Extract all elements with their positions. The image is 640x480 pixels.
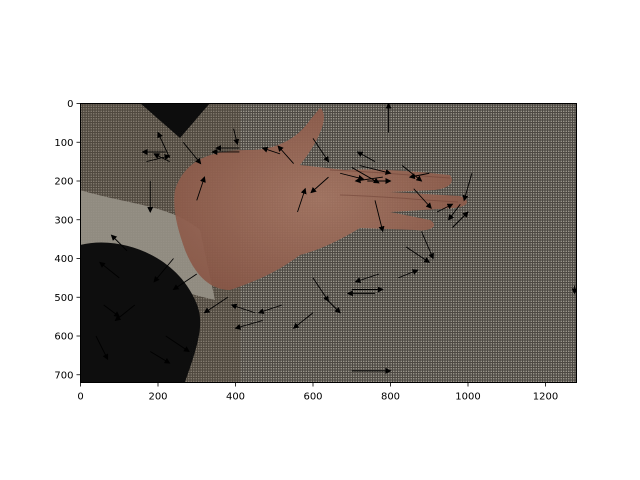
quiver-arrow	[95, 335, 109, 361]
quiver-arrow	[356, 151, 376, 163]
quiver-arrow	[203, 296, 228, 314]
x-tick-label: 600	[303, 392, 322, 403]
quiver-arrow	[257, 304, 283, 315]
quiver-arrow	[196, 176, 206, 201]
quiver-arrow	[413, 188, 432, 209]
quiver-arrow	[150, 351, 171, 364]
quiver-arrow	[292, 312, 314, 329]
x-axis: 0 200 400 600 800 1000 1200	[77, 382, 558, 403]
quiver-arrow	[354, 176, 383, 184]
quiver-arrow	[374, 200, 385, 233]
axes-frame	[80, 103, 577, 383]
quiver-arrow	[312, 138, 330, 163]
x-tick-label: 800	[381, 392, 400, 403]
y-tick-label: 200	[54, 177, 73, 188]
quiver-arrow	[182, 141, 202, 165]
quiver-arrow	[165, 335, 190, 353]
y-tick-label: 600	[54, 332, 73, 343]
quiver-arrow	[99, 261, 120, 279]
x-tick-label: 400	[226, 392, 245, 403]
quiver-arrow	[448, 203, 461, 221]
quiver-arrow	[297, 187, 307, 213]
quiver-arrow	[312, 277, 330, 302]
x-tick-label: 0	[77, 392, 83, 403]
quiver-arrows	[95, 103, 577, 374]
quiver-arrow	[324, 296, 341, 314]
y-tick-label: 0	[67, 99, 73, 110]
y-tick-label: 100	[54, 138, 73, 149]
quiver-arrow	[103, 304, 121, 318]
x-tick-label: 1200	[533, 392, 558, 403]
quiver-arrow	[452, 211, 469, 228]
quiver-arrow	[114, 304, 136, 322]
quiver-arrow	[234, 320, 263, 330]
quiver-arrow	[261, 146, 281, 155]
quiver-arrow	[405, 246, 431, 263]
quiver-arrow	[351, 167, 380, 184]
quiver-arrow	[157, 131, 171, 158]
x-tick-label: 1000	[455, 392, 480, 403]
y-tick-label: 500	[54, 293, 73, 304]
quiver-arrow	[110, 234, 128, 252]
quiver-arrow	[277, 145, 294, 164]
quiver-arrow	[230, 303, 256, 314]
quiver-arrow	[172, 273, 197, 291]
y-tick-label: 400	[54, 254, 73, 265]
quiver-arrow	[408, 172, 430, 180]
quiver-arrow	[398, 269, 419, 279]
quiver-arrow	[359, 165, 392, 175]
quiver-arrow	[310, 176, 329, 194]
quiver-arrow	[436, 203, 454, 213]
y-tick-label: 300	[54, 215, 73, 226]
y-tick-label: 700	[54, 370, 73, 381]
background-photo	[80, 103, 577, 383]
quiver-arrow	[233, 128, 240, 146]
quiver-arrow	[421, 231, 434, 260]
quiver-arrow	[153, 258, 174, 283]
y-axis: 0 100 200 300 400 500 600 700	[54, 99, 81, 381]
quiver-arrow	[153, 153, 170, 163]
quiver-arrow	[462, 173, 473, 202]
x-tick-label: 200	[148, 392, 167, 403]
quiver-arrow	[354, 273, 380, 284]
